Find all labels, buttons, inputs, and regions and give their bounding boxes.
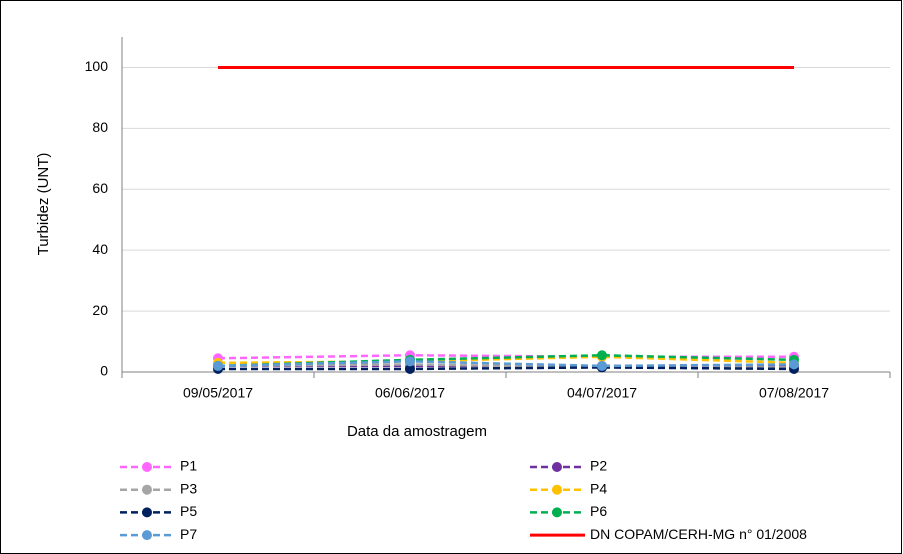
y-tick-label: 60 [92, 180, 108, 196]
legend-marker [552, 462, 562, 472]
x-axis-label: Data da amostragem [347, 423, 487, 440]
legend-marker [142, 462, 152, 472]
y-tick-label: 100 [85, 58, 109, 74]
x-tick-label: 09/05/2017 [183, 385, 253, 401]
legend-label: P3 [180, 480, 197, 496]
data-point [405, 363, 415, 374]
legend-label: P5 [180, 503, 197, 519]
x-tick-label: 07/08/2017 [759, 385, 829, 401]
series-line [217, 353, 794, 360]
data-point [213, 360, 223, 371]
data-point [789, 359, 799, 370]
legend-label: P2 [590, 458, 607, 474]
x-tick-label: 06/06/2017 [375, 385, 445, 401]
legend-label: P6 [590, 503, 607, 519]
y-axis-label: Turbidez (UNT) [35, 153, 52, 256]
legend-marker [552, 507, 562, 518]
legend-label: DN COPAM/CERH-MG n° 01/2008 [590, 526, 807, 542]
y-tick-label: 0 [100, 363, 108, 379]
series-line [217, 363, 794, 369]
data-point [597, 350, 607, 361]
data-point [597, 360, 607, 371]
legend-label: P4 [590, 480, 607, 496]
series-line [217, 355, 795, 365]
x-tick-label: 04/07/2017 [567, 385, 637, 401]
legend-marker [142, 507, 152, 518]
data-point [405, 356, 415, 367]
y-tick-label: 80 [92, 119, 108, 135]
y-tick-label: 40 [92, 241, 108, 257]
legend-marker [142, 484, 152, 495]
y-tick-label: 20 [92, 302, 108, 318]
legend-marker [142, 530, 152, 541]
legend-label: P7 [180, 526, 197, 542]
series-line [217, 353, 795, 368]
legend-label: P1 [180, 458, 197, 474]
series-line [218, 366, 795, 371]
legend-marker [552, 484, 562, 495]
series-line [217, 360, 795, 368]
